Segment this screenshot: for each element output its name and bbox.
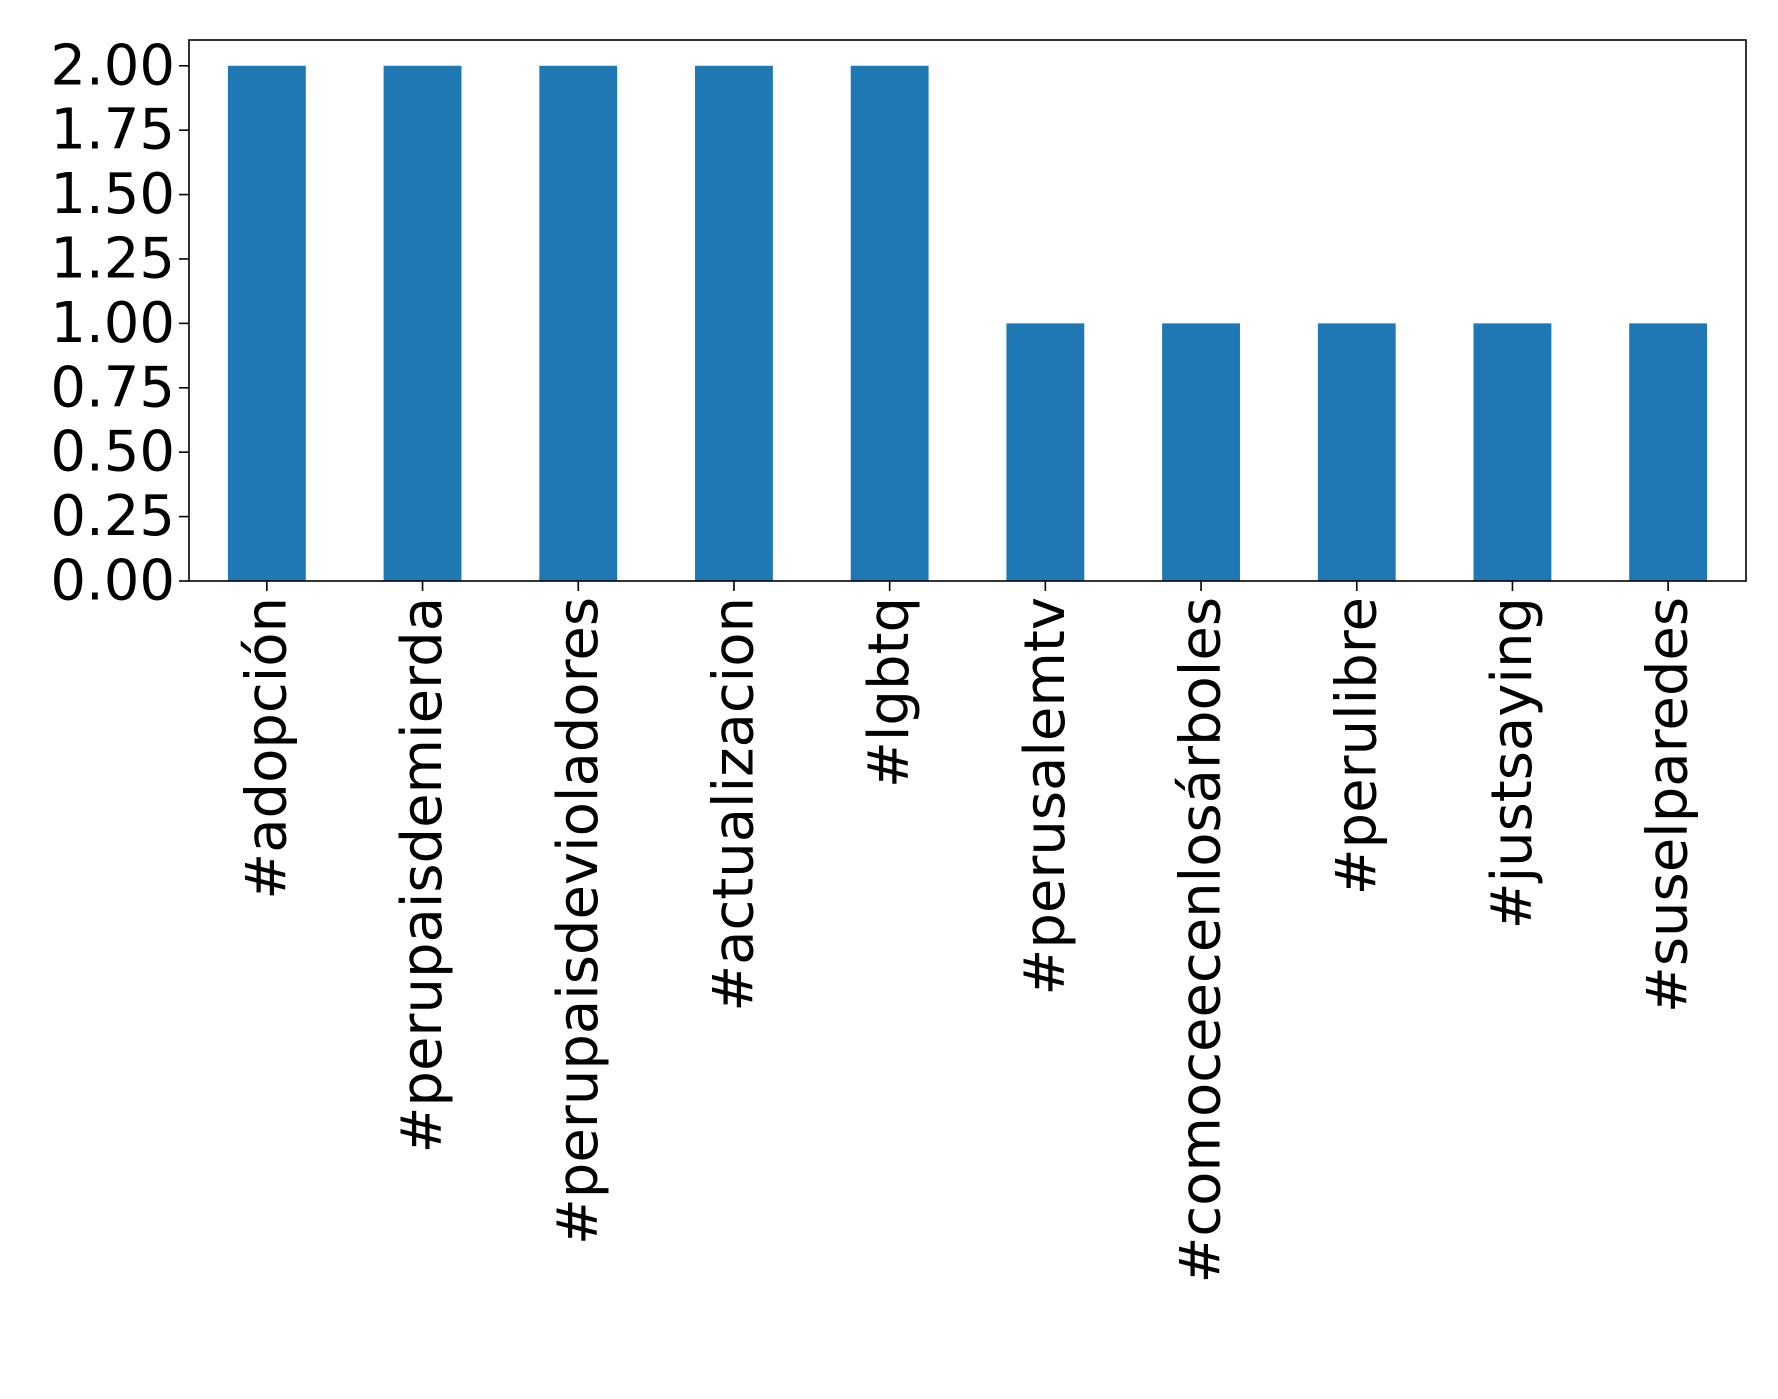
x-tick-label-3: #actualizacion: [701, 597, 766, 1012]
bar-3: [695, 65, 773, 581]
x-tick-label-5: #perusalemtv: [1013, 597, 1078, 996]
bar-4: [850, 65, 929, 581]
plot-frame: [188, 39, 1747, 582]
bar-9: [1629, 323, 1708, 581]
bar-6: [1162, 323, 1240, 581]
x-tick-label-2: #perupaisdevioladores: [546, 597, 611, 1245]
x-tick-label-7: #perulibre: [1324, 597, 1389, 895]
x-tick-label-4: #lgbtq: [857, 597, 922, 788]
bars-layer: [227, 65, 1708, 581]
x-tick-label-0: #adopción: [234, 597, 299, 900]
y-tick-label-4: 1.00: [50, 291, 175, 356]
y-tick-label-5: 1.25: [50, 226, 175, 291]
y-tick-label-0: 0.00: [50, 549, 175, 614]
x-tick-label-8: #justsaying: [1480, 597, 1545, 929]
bar-2: [539, 65, 618, 581]
x-tick-label-9: #suselparedes: [1636, 597, 1701, 1013]
x-tick-label-1: #perupaisdemierda: [390, 597, 455, 1154]
bar-7: [1317, 323, 1396, 581]
y-tick-label-8: 2.00: [50, 33, 175, 98]
bar-1: [383, 65, 462, 581]
y-tick-label-1: 0.25: [50, 484, 175, 549]
y-tick-label-7: 1.75: [50, 98, 175, 163]
bar-8: [1473, 323, 1552, 581]
bar-5: [1006, 323, 1085, 581]
y-tick-label-2: 0.50: [50, 420, 175, 485]
bar-0: [227, 65, 306, 581]
x-axis: #adopción #perupaisdemierda #perupaisdevio…: [234, 581, 1701, 1284]
y-tick-label-6: 1.50: [50, 162, 175, 227]
x-tick-label-6: #comoceecenlosárboles: [1169, 597, 1234, 1284]
y-tick-label-3: 0.75: [50, 355, 175, 420]
y-axis: 0.000.250.500.751.001.251.501.752.00: [50, 33, 189, 614]
